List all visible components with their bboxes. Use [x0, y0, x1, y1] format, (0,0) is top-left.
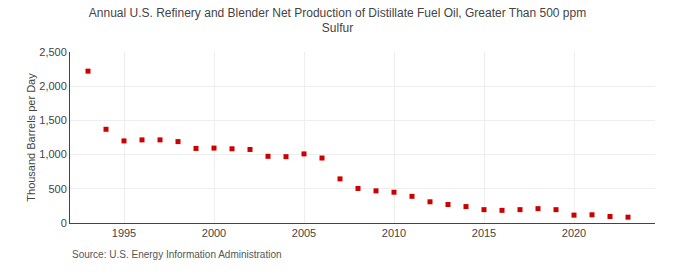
- svg-text:1,000: 1,000: [39, 148, 67, 160]
- svg-text:2005: 2005: [292, 227, 316, 239]
- svg-text:2,000: 2,000: [39, 80, 67, 92]
- svg-text:Thousand Barrels per Day: Thousand Barrels per Day: [25, 73, 37, 202]
- svg-text:2020: 2020: [562, 227, 586, 239]
- svg-text:0: 0: [61, 217, 67, 229]
- svg-text:500: 500: [48, 183, 66, 195]
- svg-text:2,500: 2,500: [39, 46, 67, 58]
- svg-text:Source: U.S. Energy Informatio: Source: U.S. Energy Information Administ…: [72, 249, 282, 260]
- svg-text:2010: 2010: [382, 227, 406, 239]
- svg-text:2015: 2015: [472, 227, 496, 239]
- svg-text:1995: 1995: [112, 227, 136, 239]
- svg-text:1,500: 1,500: [39, 114, 67, 126]
- svg-text:2000: 2000: [202, 227, 226, 239]
- svg-text:Annual U.S. Refinery and Blend: Annual U.S. Refinery and Blender Net Pro…: [89, 6, 586, 36]
